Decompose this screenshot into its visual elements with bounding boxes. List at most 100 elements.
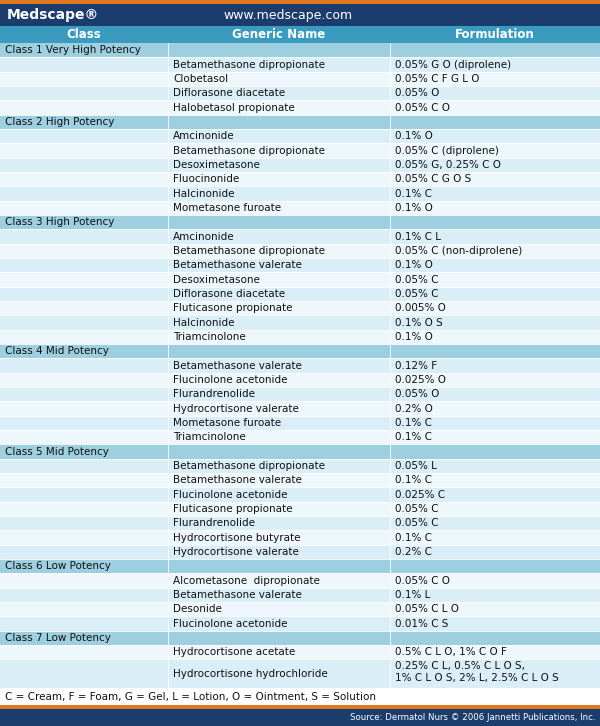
Bar — [0, 315, 600, 330]
Text: Halcinonide: Halcinonide — [173, 189, 235, 198]
Text: 0.05% O: 0.05% O — [395, 88, 439, 98]
Bar — [0, 645, 600, 659]
Text: 0.05% C: 0.05% C — [395, 289, 439, 299]
Text: Class 7 Low Potency: Class 7 Low Potency — [5, 633, 111, 643]
Bar — [0, 86, 600, 100]
Bar — [0, 559, 600, 574]
Text: Betamethasone valerate: Betamethasone valerate — [173, 590, 302, 600]
Bar — [0, 26, 168, 43]
Text: 0.25% C L, 0.5% C L O S,: 0.25% C L, 0.5% C L O S, — [395, 661, 525, 671]
Text: Desonide: Desonide — [173, 604, 222, 614]
Bar — [0, 215, 600, 229]
Text: Betamethasone dipropionate: Betamethasone dipropionate — [173, 60, 325, 70]
Text: Amcinonide: Amcinonide — [173, 131, 235, 141]
Bar — [0, 57, 600, 72]
Text: Diflorasone diacetate: Diflorasone diacetate — [173, 88, 285, 98]
Text: Desoximetasone: Desoximetasone — [173, 160, 260, 170]
Text: Diflorasone diacetate: Diflorasone diacetate — [173, 289, 285, 299]
Text: 0.1% C: 0.1% C — [395, 532, 432, 542]
Text: 0.12% F: 0.12% F — [395, 361, 437, 370]
Bar — [0, 487, 600, 502]
Bar — [0, 502, 600, 516]
Text: Hydrocortisone acetate: Hydrocortisone acetate — [173, 647, 295, 657]
Text: Class 4 Mid Potency: Class 4 Mid Potency — [5, 346, 109, 356]
Text: 0.1% C L: 0.1% C L — [395, 232, 441, 242]
Bar — [390, 26, 600, 43]
Text: Mometasone furoate: Mometasone furoate — [173, 203, 281, 213]
Bar — [168, 26, 390, 43]
Text: Flucinolone acetonide: Flucinolone acetonide — [173, 375, 287, 385]
Text: Desoximetasone: Desoximetasone — [173, 274, 260, 285]
Text: 0.5% C L O, 1% C O F: 0.5% C L O, 1% C O F — [395, 647, 507, 657]
Bar — [0, 330, 600, 344]
Bar — [0, 0, 600, 4]
Text: 1% C L O S, 2% L, 2.5% C L O S: 1% C L O S, 2% L, 2.5% C L O S — [395, 673, 559, 683]
Bar — [0, 587, 600, 602]
Text: Fluticasone propionate: Fluticasone propionate — [173, 303, 293, 313]
Text: 0.05% C (non-diprolene): 0.05% C (non-diprolene) — [395, 246, 522, 256]
Text: Hydrocortisone hydrochloride: Hydrocortisone hydrochloride — [173, 669, 328, 679]
Text: Hydrocortisone valerate: Hydrocortisone valerate — [173, 547, 299, 557]
Text: 0.05% C O: 0.05% C O — [395, 102, 450, 113]
Bar — [0, 359, 600, 372]
Bar — [0, 705, 600, 709]
Text: 0.2% C: 0.2% C — [395, 547, 432, 557]
Text: Flucinolone acetonide: Flucinolone acetonide — [173, 619, 287, 629]
Bar — [0, 631, 600, 645]
Text: 0.1% L: 0.1% L — [395, 590, 430, 600]
Bar — [0, 258, 600, 272]
Text: 0.1% O: 0.1% O — [395, 332, 433, 342]
Bar — [0, 200, 600, 215]
Bar — [0, 4, 600, 26]
Text: Betamethasone valerate: Betamethasone valerate — [173, 361, 302, 370]
Text: Betamethasone valerate: Betamethasone valerate — [173, 475, 302, 485]
Text: Flucinolone acetonide: Flucinolone acetonide — [173, 489, 287, 499]
Text: Hydrocortisone valerate: Hydrocortisone valerate — [173, 404, 299, 414]
Text: Betamethasone dipropionate: Betamethasone dipropionate — [173, 145, 325, 155]
Text: 0.1% O: 0.1% O — [395, 131, 433, 141]
Text: Medscape®: Medscape® — [7, 8, 99, 22]
Bar — [0, 473, 600, 487]
Bar — [0, 115, 600, 129]
Bar — [0, 602, 600, 616]
Text: 0.2% O: 0.2% O — [395, 404, 433, 414]
Text: 0.05% C: 0.05% C — [395, 504, 439, 514]
Text: Halcinonide: Halcinonide — [173, 317, 235, 327]
Text: Amcinonide: Amcinonide — [173, 232, 235, 242]
Text: Clobetasol: Clobetasol — [173, 74, 228, 83]
Text: 0.05% G, 0.25% C O: 0.05% G, 0.25% C O — [395, 160, 501, 170]
Bar — [0, 287, 600, 301]
Text: C = Cream, F = Foam, G = Gel, L = Lotion, O = Ointment, S = Solution: C = Cream, F = Foam, G = Gel, L = Lotion… — [5, 692, 376, 702]
Bar — [0, 158, 600, 172]
Text: 0.01% C S: 0.01% C S — [395, 619, 448, 629]
Bar — [0, 544, 600, 559]
Text: Mometasone furoate: Mometasone furoate — [173, 418, 281, 428]
Text: Class 1 Very High Potency: Class 1 Very High Potency — [5, 45, 141, 55]
Bar — [0, 187, 600, 200]
Text: 0.025% O: 0.025% O — [395, 375, 446, 385]
Bar — [0, 444, 600, 459]
Bar — [0, 244, 600, 258]
Text: Betamethasone valerate: Betamethasone valerate — [173, 260, 302, 270]
Text: Alcometasone  dipropionate: Alcometasone dipropionate — [173, 576, 320, 585]
Text: Formulation: Formulation — [455, 28, 535, 41]
Bar — [0, 574, 600, 587]
Bar — [0, 659, 600, 688]
Text: 0.05% G O (diprolene): 0.05% G O (diprolene) — [395, 60, 511, 70]
Text: 0.05% C: 0.05% C — [395, 518, 439, 529]
Bar — [0, 129, 600, 143]
Text: Triamcinolone: Triamcinolone — [173, 432, 246, 442]
Bar — [0, 372, 600, 387]
Bar — [0, 229, 600, 244]
Text: 0.1% O: 0.1% O — [395, 203, 433, 213]
Bar — [0, 143, 600, 158]
Text: 0.05% C O: 0.05% C O — [395, 576, 450, 585]
Text: 0.05% L: 0.05% L — [395, 461, 437, 471]
Bar — [0, 172, 600, 187]
Text: Class 5 Mid Potency: Class 5 Mid Potency — [5, 446, 109, 457]
Text: 0.025% C: 0.025% C — [395, 489, 445, 499]
Bar — [0, 430, 600, 444]
Bar — [0, 709, 600, 726]
Bar — [0, 43, 600, 57]
Bar — [0, 387, 600, 401]
